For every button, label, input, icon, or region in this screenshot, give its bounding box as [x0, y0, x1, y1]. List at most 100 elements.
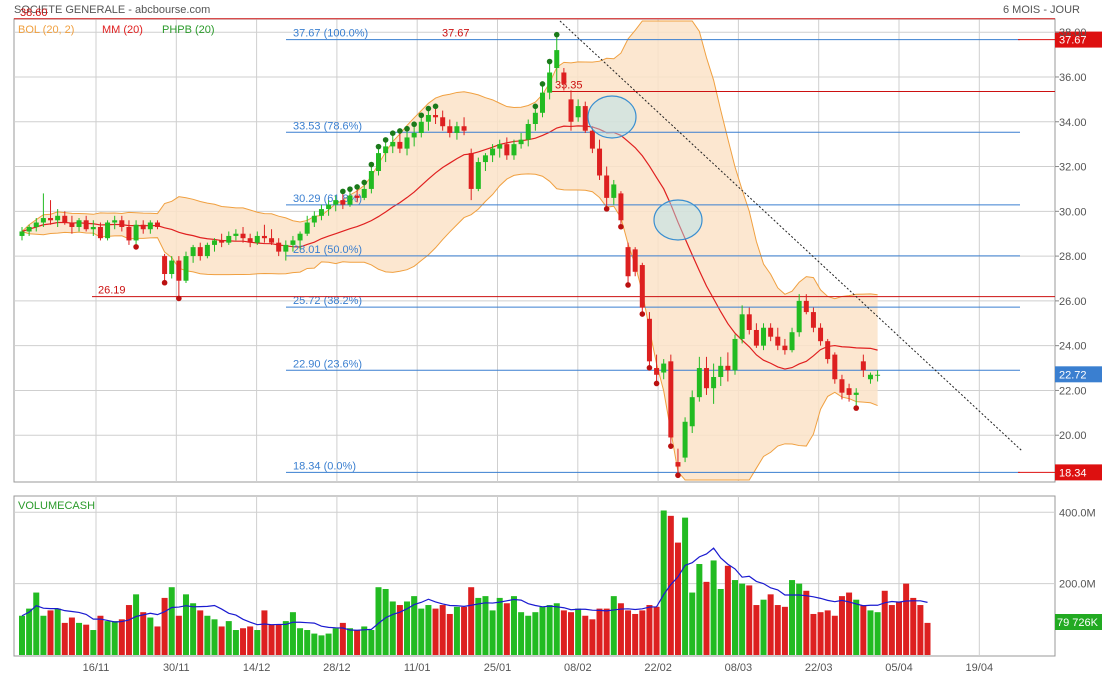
volume-bar	[197, 610, 204, 655]
volume-bar	[603, 608, 610, 655]
candle-body	[696, 368, 702, 398]
candle-body	[90, 226, 96, 230]
price-badge-label: 22.72	[1059, 369, 1087, 381]
volume-bar	[47, 610, 54, 655]
candle-body	[226, 235, 232, 243]
candle-body	[219, 240, 225, 243]
candle-body	[753, 329, 759, 346]
new-low-dot	[603, 206, 610, 212]
volume-bar	[247, 626, 254, 655]
x-tick-label: 08/02	[564, 662, 592, 674]
candle-body	[532, 112, 538, 124]
candle-body	[725, 365, 731, 371]
volume-bar	[411, 596, 418, 655]
volume-bar	[582, 615, 589, 655]
candle-body	[397, 141, 403, 149]
volume-bar	[510, 596, 517, 655]
volume-bar	[175, 615, 182, 655]
volume-bar	[674, 542, 681, 655]
candle-body	[568, 99, 574, 122]
volume-bar	[204, 615, 211, 655]
candle-body	[83, 220, 89, 230]
candle-body	[654, 368, 660, 375]
candle-body	[718, 365, 724, 378]
candle-body	[853, 392, 859, 395]
new-high-dot	[382, 137, 389, 143]
new-low-dot	[653, 380, 660, 387]
candle-body	[732, 338, 738, 371]
volume-bar	[781, 606, 788, 655]
volume-bar	[90, 630, 97, 655]
candle-body	[761, 327, 767, 346]
volume-bar	[860, 605, 867, 655]
candle-body	[454, 126, 460, 133]
candle-body	[561, 72, 567, 84]
volume-bar	[425, 605, 432, 655]
candle-body	[511, 144, 517, 156]
volume-badge-label: 79 726K	[1057, 617, 1099, 629]
volume-bar	[19, 615, 25, 655]
volume-bar	[532, 612, 539, 655]
price-badge	[1055, 366, 1102, 383]
candle-body	[140, 224, 146, 230]
candle-body	[76, 220, 82, 227]
volume-bar	[660, 510, 667, 655]
volume-bar	[518, 612, 525, 655]
legend-bollinger: BOL (20, 2)	[18, 24, 74, 36]
candle-body	[233, 233, 239, 236]
candle-body	[197, 247, 203, 257]
fibonacci-label: 18.34 (0.0%)	[293, 460, 356, 472]
volume-bar	[831, 615, 838, 655]
candle-body	[860, 361, 866, 371]
candle-body	[212, 240, 218, 245]
volume-bar	[617, 603, 624, 655]
volume-tick-label: 200.0M	[1059, 579, 1096, 591]
candle-body	[832, 354, 838, 380]
volume-bar	[881, 590, 888, 655]
volume-bar	[710, 560, 717, 655]
volume-bar	[553, 603, 560, 655]
resistance-label: 35.35	[555, 80, 583, 92]
candle-body	[269, 238, 275, 243]
resistance-label: 38.60	[20, 7, 48, 19]
fibonacci-label: 25.72 (38.2%)	[293, 295, 362, 307]
candle-body	[539, 92, 545, 113]
volume-bar	[289, 612, 296, 655]
price-tick-label: 20.00	[1059, 430, 1087, 442]
volume-bar	[696, 564, 703, 655]
candle-body	[290, 240, 296, 245]
volume-bar	[917, 605, 924, 655]
price-tick-label: 28.00	[1059, 251, 1087, 263]
x-tick-label: 22/03	[805, 662, 833, 674]
volume-bar	[639, 610, 646, 655]
candle-body	[383, 146, 389, 154]
candle-body	[846, 388, 852, 395]
volume-bar	[261, 610, 268, 655]
volume-bar	[853, 599, 860, 655]
candle-body	[133, 224, 139, 241]
candle-body	[689, 397, 695, 427]
volume-bar	[104, 621, 111, 655]
candle-body	[190, 247, 196, 257]
volume-bar	[396, 605, 403, 655]
candle-body	[839, 379, 845, 393]
new-low-dot	[639, 311, 646, 317]
volume-bar	[354, 630, 361, 655]
candle-body	[482, 155, 488, 163]
candle-body	[126, 226, 132, 241]
candle-body	[475, 162, 481, 189]
new-high-dot	[539, 81, 546, 87]
candle-body	[276, 242, 282, 252]
candle-body	[326, 204, 332, 210]
candle-body	[261, 235, 267, 239]
volume-bar	[111, 621, 118, 655]
volume-bars: 79 726K	[19, 510, 1102, 655]
candle-body	[333, 200, 339, 205]
volume-bar	[147, 617, 154, 655]
candle-body	[810, 312, 816, 328]
volume-bar	[311, 633, 318, 655]
volume-bar	[211, 619, 218, 655]
volume-bar	[817, 612, 824, 655]
bollinger-lower-line	[21, 173, 878, 481]
price-tick-label: 38.00	[1059, 27, 1087, 39]
